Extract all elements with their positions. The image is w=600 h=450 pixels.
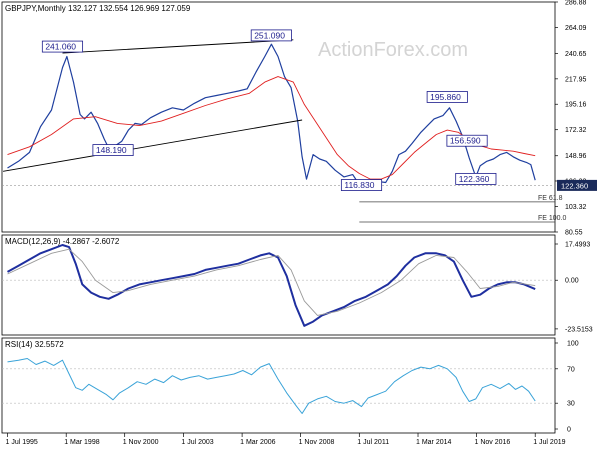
macd-y-tick-label: 17.4993	[565, 242, 590, 249]
current-price-tag-box	[557, 179, 597, 191]
macd-line	[7, 244, 536, 327]
annotation-label: 156.590	[450, 136, 481, 146]
rsi-layer	[2, 358, 555, 414]
annotation-label: 241.060	[45, 42, 76, 52]
rsi-title: RSI(14) 32.5572	[5, 340, 64, 349]
fe-level-label: FE 61.8	[538, 195, 563, 202]
rsi-y-tick-label: 30	[567, 401, 575, 408]
rsi-y-tick-label: 70	[567, 366, 575, 373]
x-tick-label: 1 Nov 2008	[299, 439, 335, 446]
x-tick-label: 1 Jul 2003	[181, 439, 213, 446]
upper-trendline-line	[62, 39, 294, 54]
annotation-label: 195.860	[430, 92, 461, 102]
x-tick-label: 1 Mar 2014	[416, 439, 452, 446]
x-tick-label: 1 Mar 1998	[64, 439, 100, 446]
rsi-line	[7, 358, 536, 414]
annotation-label: 116.830	[344, 180, 374, 190]
x-tick-label: 1 Mar 2006	[240, 439, 276, 446]
macd-y-tick-label: 0.00	[565, 278, 579, 285]
macd-y-tick-label: -23.5153	[565, 326, 593, 333]
rsi-y-tick-label: 0	[567, 427, 571, 434]
price-panel	[1, 1, 556, 233]
annotation-box	[426, 91, 468, 103]
fe-level-label: FE 100.0	[538, 215, 567, 222]
x-tick-label: 1 Jul 1995	[5, 439, 37, 446]
x-tick-label: 1 Jul 2019	[533, 439, 565, 446]
rsi-panel	[1, 337, 556, 434]
watermark: ActionForex.com	[318, 39, 468, 61]
annotation-box	[446, 134, 488, 147]
price-y-tick-label: 172.32	[565, 127, 587, 134]
price-layer: FE 61.8 FE 100.0 241.060 251.090 148.190 116.…	[2, 29, 567, 223]
x-tick-label: 1 Jul 2011	[357, 439, 389, 446]
annotation-box	[250, 29, 292, 42]
price-y-tick-label: 80.55	[565, 230, 583, 237]
price-title: GBPJPY,Monthly 132.127 132.554 126.969 1…	[5, 4, 191, 13]
price-y-tick-label: 103.32	[565, 204, 587, 211]
rsi-y-tick-label: 100	[567, 341, 579, 348]
x-tick-label: 1 Nov 2000	[123, 439, 159, 446]
price-y-tick-label: 217.95	[565, 76, 587, 83]
lower-trendline-line	[3, 119, 303, 172]
annotation-box	[340, 179, 383, 191]
price-y-tick-label: 286.88	[565, 0, 587, 7]
signal-line	[7, 248, 536, 316]
x-tick-label: 1 Nov 2016	[475, 439, 511, 446]
annotation-box	[92, 144, 134, 157]
price-y-tick-label: 148.96	[565, 153, 587, 160]
price-y-tick-label: 264.09	[565, 25, 587, 32]
price-y-tick-label: 240.65	[565, 51, 587, 58]
annotation-box	[41, 40, 84, 53]
macd-title: MACD(12,26,9) -4.2867 -2.6072	[5, 237, 120, 246]
price-y-tick-label: 195.16	[565, 102, 587, 109]
axis-layer: 286.88 264.09 240.65 217.95 195.16 172.32 148.…	[5, 0, 597, 446]
annotation-label: 122.360	[459, 174, 490, 184]
macd-layer	[2, 244, 555, 327]
annotation-label: 251.090	[254, 30, 285, 40]
annotation-label: 148.190	[96, 145, 127, 155]
current-price-tag: 122.360	[561, 181, 588, 190]
annotation-box	[455, 172, 497, 185]
macd-panel	[1, 234, 556, 336]
